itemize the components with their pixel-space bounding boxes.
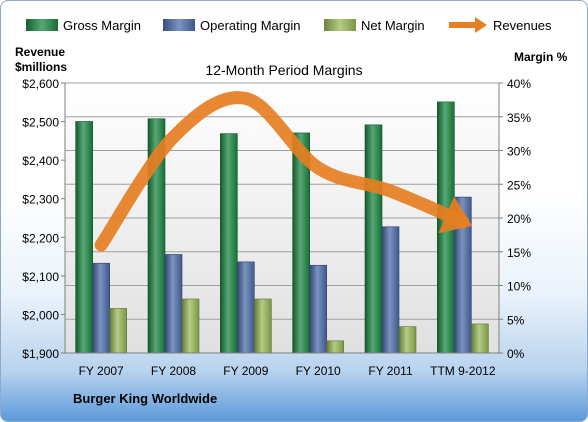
legend-label-revenues: Revenues bbox=[493, 18, 552, 33]
left-tick-label: $2,200 bbox=[22, 231, 59, 245]
right-tick-label: 30% bbox=[507, 145, 531, 159]
bar-gross-margin bbox=[364, 124, 383, 354]
left-axis-label-line1: Revenue bbox=[15, 45, 65, 59]
legend-arrow-revenues bbox=[475, 17, 487, 33]
right-tick-label: 5% bbox=[507, 313, 525, 327]
gridlines bbox=[65, 82, 499, 320]
right-tick-label: 35% bbox=[507, 111, 531, 125]
bar-gross-margin bbox=[220, 133, 238, 354]
left-tick-label: $2,000 bbox=[22, 308, 59, 322]
left-tick-label: $2,400 bbox=[22, 154, 59, 168]
bar-net-margin bbox=[109, 308, 127, 354]
category-label: FY 2007 bbox=[79, 364, 124, 378]
category-label: FY 2011 bbox=[368, 364, 413, 378]
right-tick-label: 40% bbox=[507, 77, 531, 91]
legend-swatch-net-margin bbox=[324, 19, 356, 31]
revenues-line-path bbox=[94, 91, 470, 252]
left-tick-label: $2,100 bbox=[22, 270, 59, 284]
revenues-line bbox=[94, 91, 473, 252]
legend-swatch-gross-margin bbox=[26, 19, 58, 31]
axes: $1,900 $2,000 $2,100 $2,200 $2,300 $2,400 $2,5… bbox=[22, 77, 531, 378]
right-tick-label: 10% bbox=[507, 280, 531, 294]
left-tick-label: $2,300 bbox=[22, 193, 59, 207]
right-axis-label: Margin % bbox=[514, 50, 568, 64]
bar-operating-margin bbox=[309, 264, 327, 354]
right-tick-label: 15% bbox=[507, 246, 531, 260]
category-label: TTM 9-2012 bbox=[430, 364, 496, 378]
category-label: FY 2009 bbox=[223, 364, 268, 378]
bar-gross-margin bbox=[75, 121, 93, 354]
bar-net-margin bbox=[471, 323, 489, 354]
right-tick-label: 0% bbox=[507, 347, 525, 361]
category-label: FY 2010 bbox=[296, 364, 341, 378]
bar-operating-margin bbox=[92, 262, 110, 354]
left-tick-label: $2,600 bbox=[22, 77, 59, 91]
left-axis-label-line2: $millions bbox=[15, 60, 67, 74]
left-tick-label: $2,500 bbox=[22, 116, 59, 130]
bar-net-margin bbox=[326, 340, 344, 354]
legend-swatch-operating-margin bbox=[163, 19, 195, 31]
bar-net-margin bbox=[181, 298, 200, 354]
chart-title: 12-Month Period Margins bbox=[205, 62, 362, 78]
category-label: FY 2008 bbox=[151, 364, 196, 378]
right-tick-label: 20% bbox=[507, 212, 531, 226]
legend: Gross Margin Operating Margin Net Margin Re… bbox=[26, 17, 552, 33]
legend-label-net-margin: Net Margin bbox=[361, 18, 425, 33]
bar-operating-margin bbox=[237, 261, 255, 354]
bar-operating-margin bbox=[381, 226, 400, 354]
footnote: Burger King Worldwide bbox=[73, 391, 217, 406]
right-tick-label: 25% bbox=[507, 178, 531, 192]
legend-label-gross-margin: Gross Margin bbox=[63, 18, 141, 33]
bar-net-margin bbox=[254, 298, 272, 354]
legend-label-operating-margin: Operating Margin bbox=[200, 18, 300, 33]
bar-operating-margin bbox=[164, 254, 183, 354]
bar-net-margin bbox=[398, 326, 417, 354]
left-tick-label: $1,900 bbox=[22, 347, 59, 361]
revenues-arrowhead bbox=[438, 196, 473, 234]
